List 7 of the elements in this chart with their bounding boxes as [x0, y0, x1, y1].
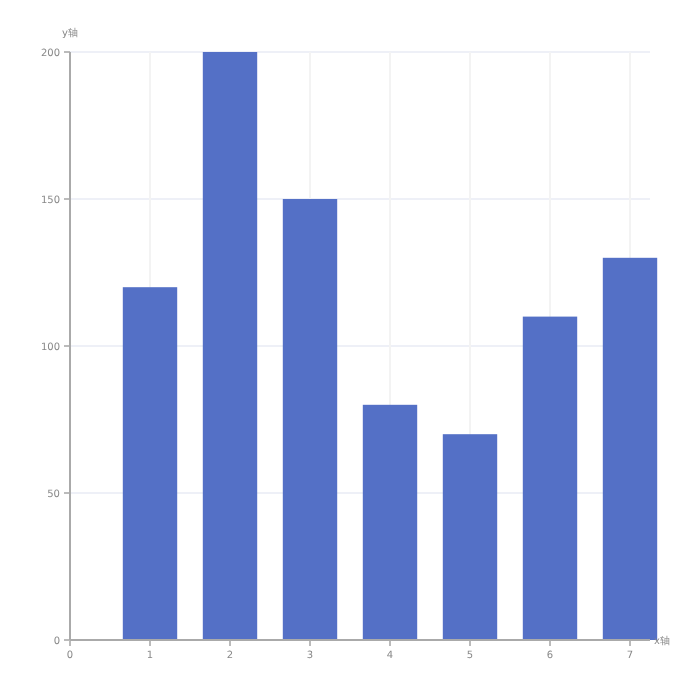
bar — [362, 404, 418, 640]
bar — [202, 52, 258, 640]
bar — [282, 199, 338, 640]
bar — [122, 287, 178, 640]
bar — [522, 316, 578, 640]
bar — [442, 434, 498, 640]
bar — [602, 257, 658, 640]
